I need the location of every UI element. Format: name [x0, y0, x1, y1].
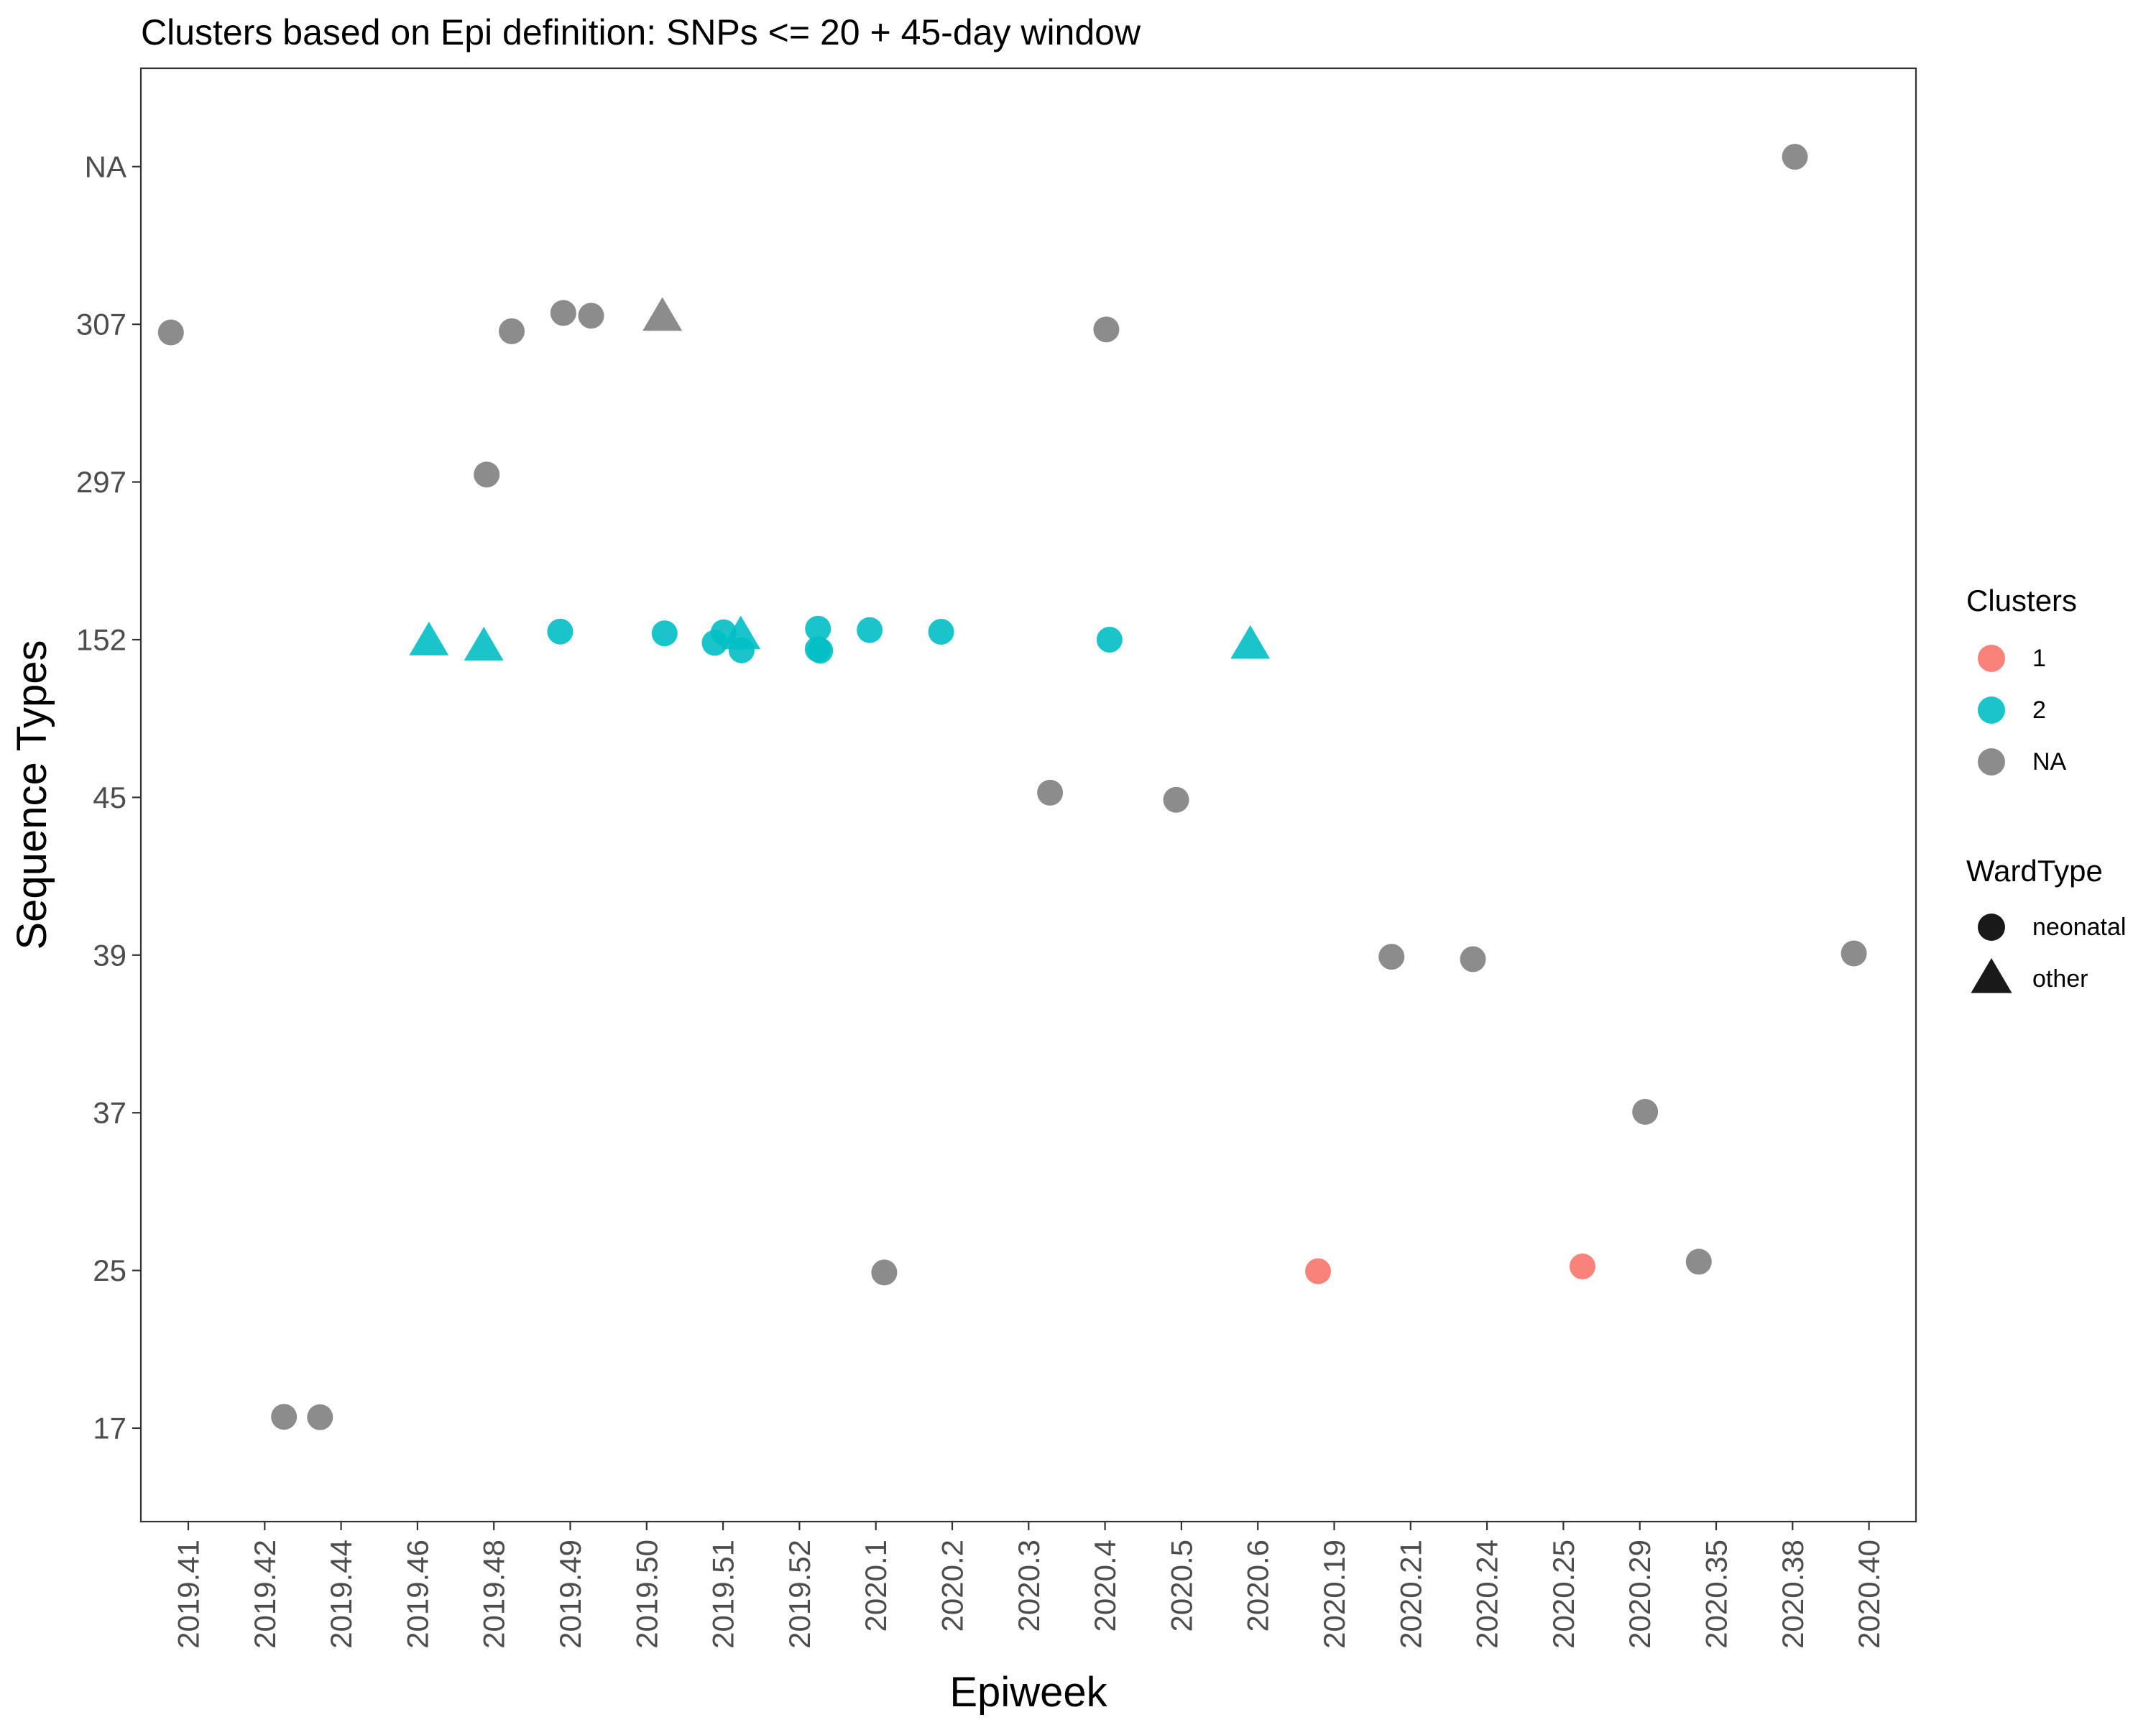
y-tick-label: 25 [93, 1254, 126, 1287]
data-point-neonatal [1093, 316, 1120, 343]
y-tick-label: 39 [93, 938, 126, 972]
y-tick-label: 37 [93, 1096, 126, 1130]
data-point-neonatal [1163, 786, 1189, 813]
legend-label-wardtype: neonatal [2032, 914, 2126, 941]
data-point-other [464, 627, 504, 661]
y-axis-title: Sequence Types [9, 640, 55, 949]
x-tick-label: 2020.2 [936, 1540, 969, 1632]
x-tick-label: 2020.25 [1547, 1540, 1580, 1649]
data-point-neonatal [857, 617, 883, 643]
legend-label-cluster: 2 [2032, 696, 2046, 724]
chart-title: Clusters based on Epi definition: SNPs <… [141, 12, 1141, 52]
data-point-neonatal [1632, 1098, 1659, 1125]
data-point-other [1230, 625, 1271, 659]
x-tick-label: 2019.42 [248, 1540, 282, 1649]
x-tick-label: 2019.48 [477, 1540, 511, 1649]
legend-label-cluster: 1 [2032, 645, 2046, 672]
legend: Clusters 1 2 NA WardType neonatal other [1966, 584, 2126, 993]
x-tick-label: 2019.50 [630, 1540, 663, 1649]
legend-wardtype-items: neonatal other [1971, 914, 2126, 993]
data-point-neonatal [499, 318, 525, 344]
legend-clusters-items: 1 2 NA [1978, 645, 2067, 776]
data-point-neonatal [1037, 779, 1064, 806]
x-tick-label: 2019.46 [400, 1540, 434, 1649]
y-tick-label: NA [85, 150, 126, 183]
data-point-neonatal [547, 618, 573, 645]
data-point-neonatal [1782, 144, 1808, 170]
data-point-neonatal [804, 636, 831, 663]
data-point-neonatal [1096, 626, 1123, 653]
x-tick-label: 2019.41 [172, 1540, 206, 1649]
data-point-neonatal [651, 620, 678, 647]
x-tick-label: 2020.40 [1852, 1540, 1886, 1649]
x-tick-label: 2020.6 [1241, 1540, 1275, 1632]
x-tick-label: 2019.52 [783, 1540, 816, 1649]
y-tick-label: 152 [76, 623, 126, 657]
data-points [157, 144, 1867, 1430]
data-point-neonatal [307, 1404, 333, 1430]
legend-key-circle [1978, 914, 2005, 941]
data-point-neonatal [1378, 944, 1405, 970]
legend-key-triangle [1971, 957, 2012, 993]
legend-label-cluster: NA [2032, 748, 2067, 776]
x-tick-label: 2020.29 [1623, 1540, 1657, 1649]
data-point-other [409, 621, 449, 656]
y-tick-label: 307 [76, 308, 126, 341]
x-tick-label: 2020.35 [1700, 1540, 1733, 1649]
data-point-neonatal [928, 619, 954, 645]
data-point-neonatal [805, 615, 831, 642]
data-point-neonatal [1685, 1248, 1712, 1275]
x-tick-label: 2019.51 [706, 1540, 740, 1649]
legend-key-cluster [1978, 645, 2005, 672]
x-tick-label: 2020.21 [1393, 1540, 1427, 1649]
legend-key-cluster [1978, 748, 2005, 776]
x-tick-label: 2020.1 [859, 1540, 893, 1632]
data-point-neonatal [578, 303, 604, 329]
x-tick-label: 2020.38 [1776, 1540, 1810, 1649]
data-point-other [721, 615, 761, 650]
data-point-neonatal [271, 1404, 298, 1430]
plot-panel [139, 67, 1917, 1523]
data-point-neonatal [474, 461, 500, 488]
x-tick-label: 2020.3 [1012, 1540, 1046, 1632]
x-axis-title: Epiweek [949, 1669, 1107, 1716]
y-tick-label: 17 [93, 1412, 126, 1445]
data-point-neonatal [871, 1259, 898, 1286]
y-tick-label: 45 [93, 781, 126, 814]
data-point-neonatal [1841, 940, 1867, 967]
x-tick-label: 2020.4 [1088, 1540, 1122, 1632]
x-tick-label: 2019.44 [324, 1540, 358, 1649]
legend-title-clusters: Clusters [1966, 584, 2077, 617]
x-tick-label: 2019.49 [553, 1540, 587, 1649]
legend-key-cluster [1978, 696, 2005, 724]
data-point-neonatal [1460, 946, 1486, 972]
x-tick-label: 2020.19 [1317, 1540, 1351, 1649]
data-point-neonatal [1305, 1258, 1332, 1284]
x-axis: 2019.41 2019.42 2019.44 2019.46 2019.48 2019.… [172, 1522, 1886, 1649]
data-point-other [642, 297, 683, 331]
data-point-neonatal [550, 300, 576, 326]
y-tick-label: 297 [76, 465, 126, 499]
x-tick-label: 2020.5 [1164, 1540, 1198, 1632]
x-tick-label: 2020.24 [1470, 1540, 1504, 1649]
data-point-neonatal [157, 319, 184, 346]
data-point-neonatal [1569, 1253, 1595, 1279]
legend-title-wardtype: WardType [1966, 854, 2103, 888]
y-axis: 17 25 37 39 45 152 297 307 NA [76, 150, 141, 1445]
legend-label-wardtype: other [2032, 965, 2088, 993]
